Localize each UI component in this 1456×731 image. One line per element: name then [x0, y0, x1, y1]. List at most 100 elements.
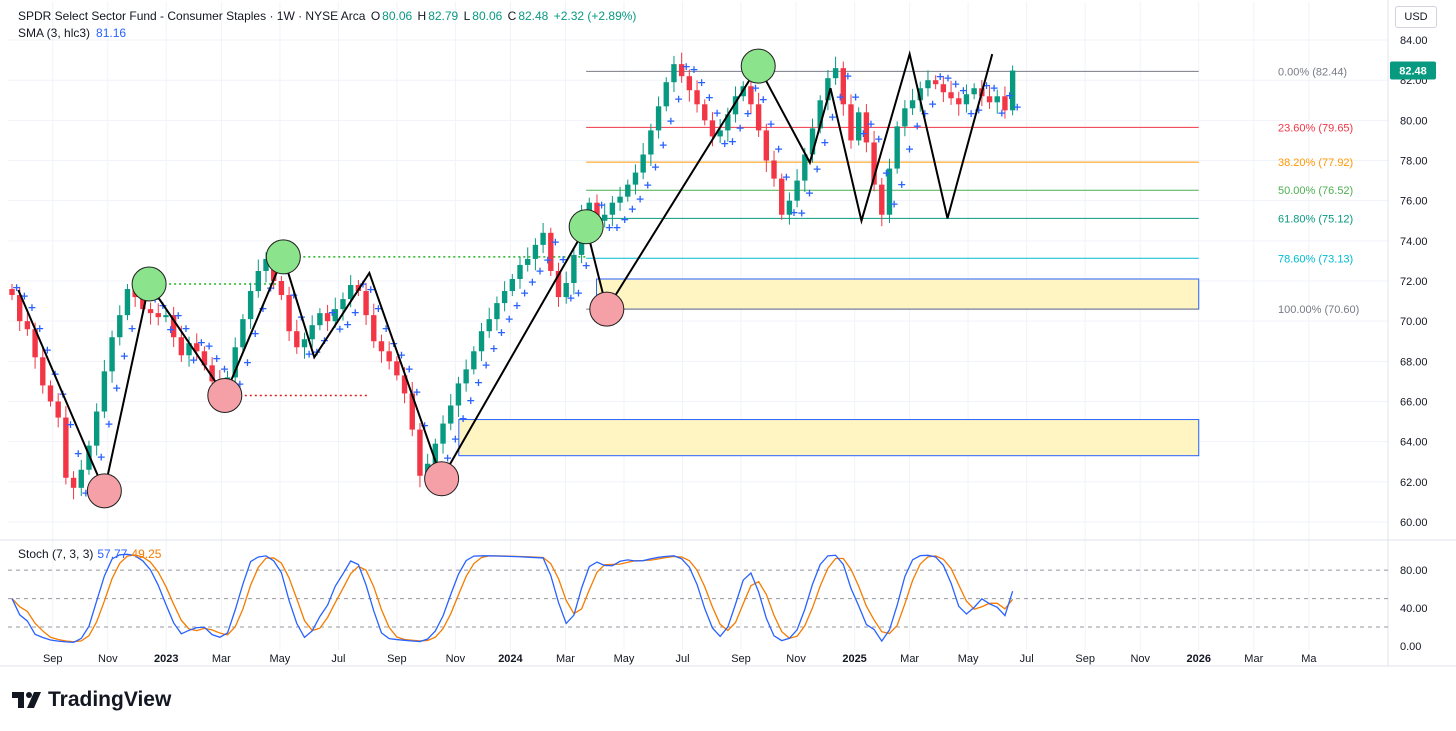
candle-body	[532, 244, 539, 259]
demand-zone	[458, 419, 1200, 457]
x-tick-label: May	[269, 653, 290, 665]
sma-marker: +	[951, 78, 960, 91]
sma-marker: +	[859, 127, 868, 140]
candle-body	[725, 114, 731, 131]
sma-marker: +	[443, 452, 452, 465]
x-tick-label: 2026	[1186, 653, 1210, 665]
tradingview-icon	[12, 692, 41, 708]
sma-marker: +	[112, 381, 121, 394]
close-label: C	[507, 9, 517, 23]
sma-marker: +	[505, 312, 514, 325]
candle-body	[194, 343, 200, 352]
sma-marker: +	[743, 107, 752, 120]
sma-marker: +	[166, 323, 175, 336]
sma-marker: +	[1005, 89, 1014, 102]
x-tick-label: Nov	[786, 653, 806, 665]
sma-marker: +	[635, 193, 644, 206]
tradingview-logo[interactable]: TradingView	[12, 688, 171, 712]
candle-body	[55, 401, 61, 418]
candle-body	[301, 339, 308, 348]
sma-marker: +	[489, 342, 498, 355]
candle-body	[32, 329, 38, 358]
candle-body	[24, 321, 31, 330]
candle-body	[717, 130, 723, 137]
sma-marker: +	[582, 259, 591, 272]
candle-body	[93, 411, 100, 446]
sma-marker: +	[97, 450, 106, 463]
x-tick-label: Jul	[331, 653, 345, 665]
y-tick-label: 84.00	[1400, 35, 1428, 47]
low-value: 80.06	[472, 9, 503, 23]
sma-marker: +	[497, 326, 506, 339]
candle-body	[902, 108, 908, 127]
sma-marker: +	[851, 90, 860, 103]
candle-body	[186, 343, 192, 356]
candle-body	[1009, 70, 1016, 111]
sma-marker: +	[612, 221, 621, 234]
candle-body	[1002, 96, 1008, 111]
sma-marker: +	[712, 106, 721, 119]
sma-marker: +	[990, 82, 999, 95]
y-tick-label: 60.00	[1400, 517, 1428, 529]
sma-marker: +	[458, 412, 467, 425]
sma-marker: +	[174, 309, 183, 322]
sma-marker: +	[197, 336, 206, 349]
candle-body	[940, 84, 947, 93]
sma-marker: +	[12, 281, 21, 294]
sma-marker: +	[620, 213, 629, 226]
x-tick-label: Sep	[43, 653, 63, 665]
candle-body	[78, 469, 84, 488]
candle-body	[671, 64, 677, 83]
high-label: H	[417, 9, 427, 23]
sma-marker: +	[759, 93, 768, 106]
candle-body	[678, 64, 685, 77]
x-tick-label: 2023	[154, 653, 178, 665]
open-label: O	[370, 9, 381, 23]
stoch-legend[interactable]: Stoch (7, 3, 3) 57.77 49.25	[18, 547, 161, 561]
candle-body	[963, 94, 970, 105]
sma-marker: +	[828, 110, 837, 123]
sma-marker: +	[874, 132, 883, 145]
candle-body	[640, 154, 646, 173]
candle-body	[455, 383, 462, 406]
sma-value: 81.16	[96, 26, 127, 40]
sma-marker: +	[605, 221, 614, 234]
candle-body	[432, 443, 439, 464]
x-tick-label: May	[958, 653, 979, 665]
sma-marker: +	[905, 142, 914, 155]
sma-marker: +	[628, 203, 637, 216]
candle-body	[694, 90, 700, 105]
x-tick-label: Nov	[446, 653, 466, 665]
candle-body	[909, 100, 916, 109]
sma-marker: +	[343, 318, 352, 331]
last-price-tag	[1390, 61, 1436, 80]
candle-body	[117, 315, 123, 338]
candle-body	[655, 106, 662, 131]
candle-body	[501, 291, 508, 304]
candle-body	[709, 120, 716, 137]
sma-marker: +	[789, 206, 798, 219]
candle-body	[994, 96, 1000, 103]
stoch-label: Stoch (7, 3, 3)	[18, 547, 94, 561]
y-tick-label: 74.00	[1400, 236, 1428, 248]
last-price-text: 82.48	[1399, 66, 1427, 78]
symbol-header: SPDR Select Sector Fund - Consumer Stapl…	[18, 9, 638, 23]
y-tick-label: 72.00	[1400, 276, 1428, 288]
sma-legend[interactable]: SMA (3, hlc3) 81.16	[18, 26, 126, 40]
x-tick-label: Sep	[731, 653, 751, 665]
sma-marker: +	[943, 72, 952, 85]
stoch-tick-label: 80.00	[1400, 565, 1428, 577]
candle-body	[378, 341, 385, 352]
candle-body	[648, 130, 654, 155]
sma-marker: +	[397, 349, 406, 362]
candle-body	[771, 160, 777, 179]
sma-marker: +	[466, 394, 475, 407]
sma-marker: +	[543, 254, 552, 267]
candle-body	[70, 477, 77, 488]
candle-body	[371, 315, 377, 342]
candle-body	[401, 375, 408, 394]
currency-button[interactable]: USD	[1395, 6, 1437, 28]
sma-marker: +	[328, 306, 337, 319]
open-value: 80.06	[382, 9, 413, 23]
